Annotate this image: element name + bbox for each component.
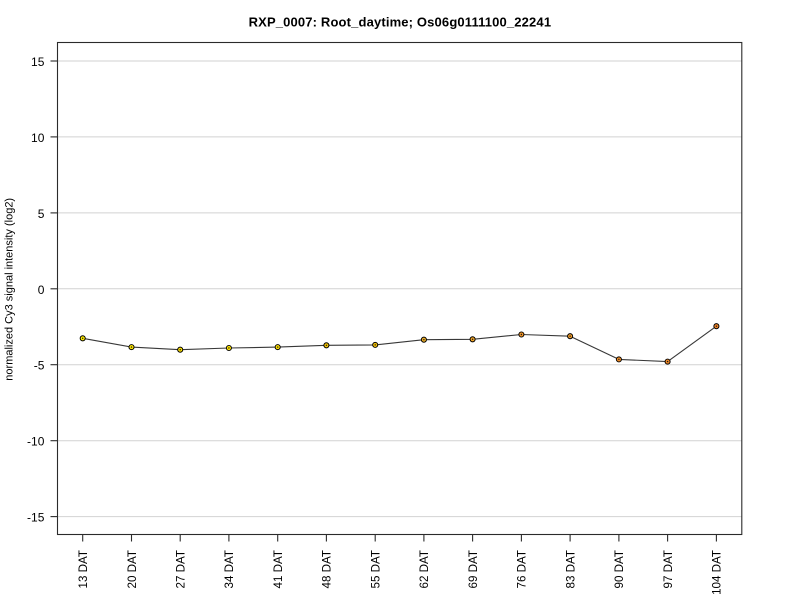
- svg-text:90 DAT: 90 DAT: [613, 550, 626, 588]
- svg-text:20 DAT: 20 DAT: [126, 550, 139, 588]
- svg-text:104 DAT: 104 DAT: [711, 550, 724, 595]
- svg-text:48 DAT: 48 DAT: [321, 550, 334, 588]
- svg-text:13 DAT: 13 DAT: [77, 550, 90, 588]
- svg-text:RXP_0007: Root_daytime; Os06g0: RXP_0007: Root_daytime; Os06g0111100_222…: [249, 15, 552, 30]
- svg-text:27 DAT: 27 DAT: [174, 550, 187, 588]
- svg-text:-15: -15: [27, 511, 45, 525]
- svg-text:normalized Cy3 signal intensit: normalized Cy3 signal intensity (log2): [4, 198, 16, 381]
- svg-text:76 DAT: 76 DAT: [516, 550, 529, 588]
- svg-text:41 DAT: 41 DAT: [272, 550, 285, 588]
- svg-text:0: 0: [38, 283, 45, 297]
- svg-text:69 DAT: 69 DAT: [467, 550, 480, 588]
- svg-text:55 DAT: 55 DAT: [369, 550, 382, 588]
- svg-text:83 DAT: 83 DAT: [564, 550, 577, 588]
- svg-text:-5: -5: [34, 359, 45, 373]
- svg-text:34 DAT: 34 DAT: [223, 550, 236, 588]
- svg-text:15: 15: [31, 55, 45, 69]
- svg-text:-10: -10: [27, 435, 45, 449]
- svg-text:10: 10: [31, 131, 45, 145]
- svg-text:97 DAT: 97 DAT: [662, 550, 675, 588]
- svg-text:5: 5: [38, 207, 45, 221]
- svg-text:62 DAT: 62 DAT: [418, 550, 431, 588]
